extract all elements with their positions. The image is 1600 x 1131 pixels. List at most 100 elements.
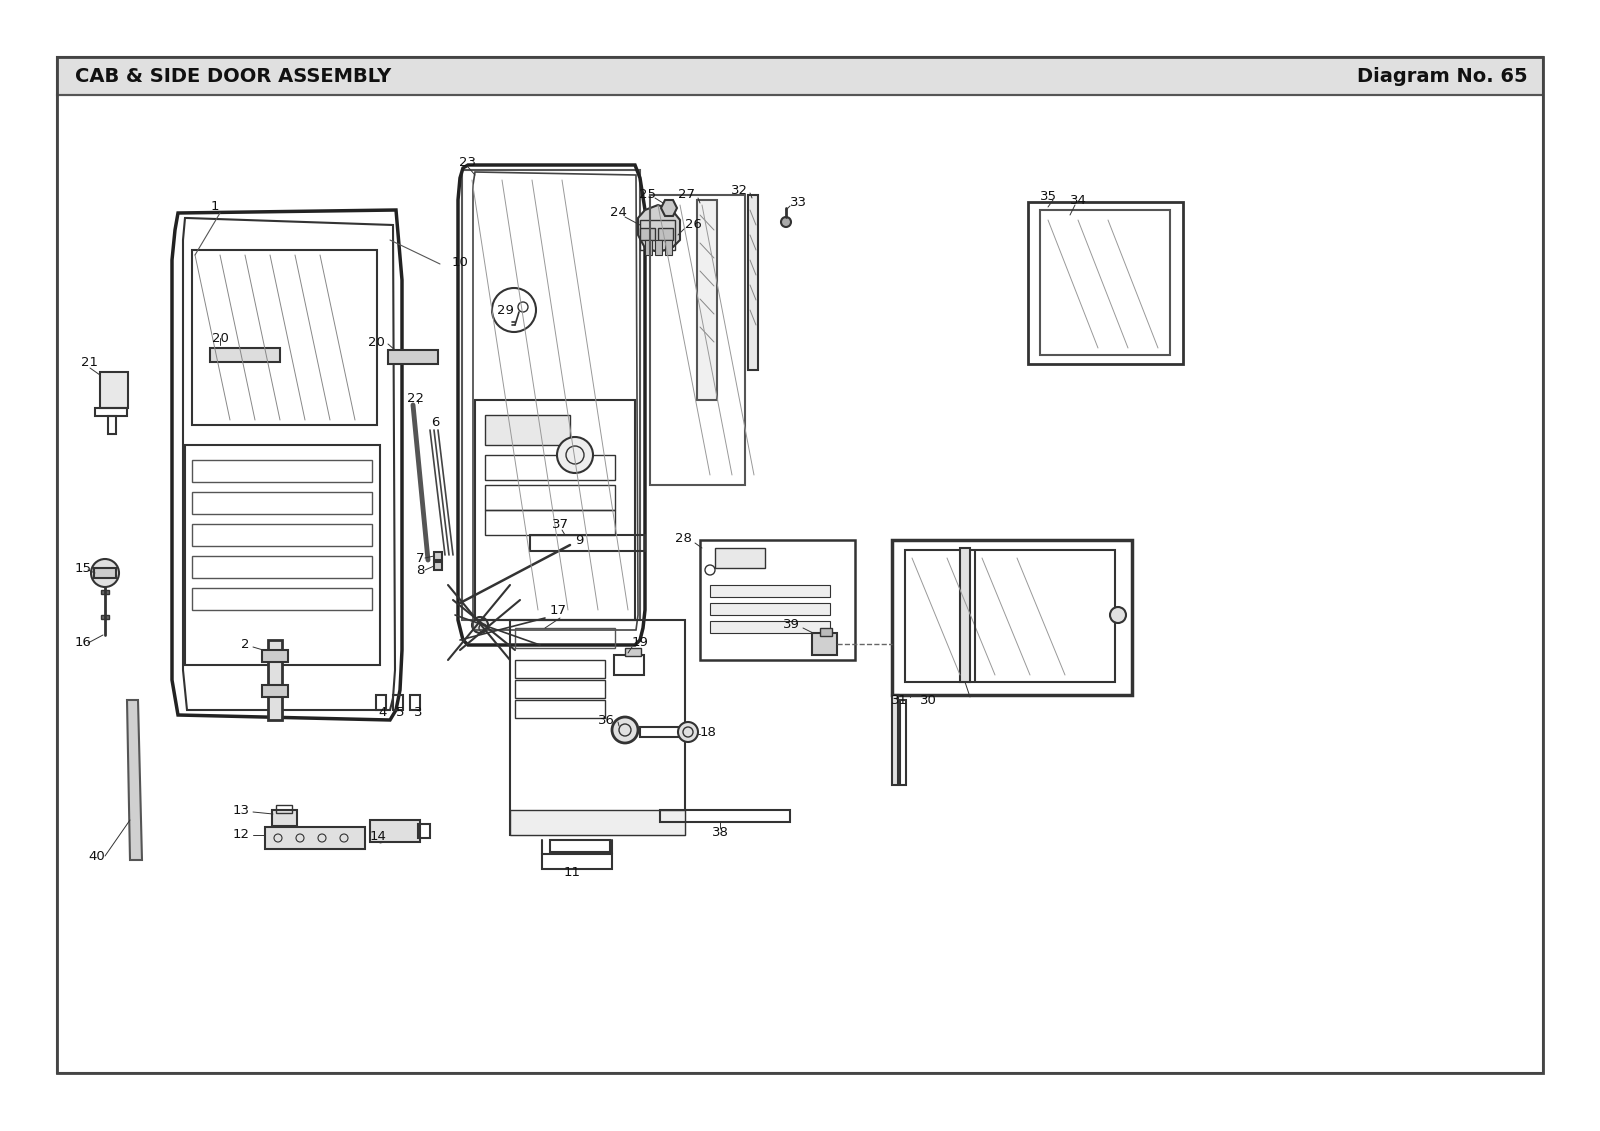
Bar [1027,202,1182,364]
Text: CAB & SIDE DOOR ASSEMBLY: CAB & SIDE DOOR ASSEMBLY [75,67,392,86]
Bar [530,535,645,551]
Text: 25: 25 [640,189,656,201]
Bar [192,588,371,610]
Bar [650,195,746,485]
Bar [899,700,906,785]
Text: 30: 30 [920,693,936,707]
Circle shape [1110,607,1126,623]
Circle shape [781,217,790,227]
Text: 10: 10 [453,256,469,268]
Text: 4: 4 [379,706,387,718]
Bar [434,562,442,570]
Bar [370,820,419,841]
Bar [960,549,970,682]
Text: 21: 21 [82,356,99,370]
Text: 13: 13 [234,803,250,817]
Circle shape [611,717,638,743]
Bar [640,727,694,737]
Text: 27: 27 [678,189,694,201]
Bar [701,539,854,661]
Text: 37: 37 [552,518,568,532]
Circle shape [91,559,118,587]
Text: 14: 14 [370,829,387,843]
Polygon shape [661,200,677,216]
Bar [640,221,675,250]
Bar [710,621,830,633]
Bar [654,240,662,254]
Bar [666,240,672,254]
Text: 24: 24 [610,207,627,219]
Text: 23: 23 [459,155,477,169]
Text: 26: 26 [685,218,702,232]
Bar [658,228,674,240]
Bar [485,510,614,535]
Bar [542,854,611,869]
Text: 39: 39 [782,619,800,631]
Text: 28: 28 [675,532,691,544]
Bar [418,824,430,838]
Bar [58,57,1542,95]
Text: 15: 15 [75,561,91,575]
Bar [94,568,115,578]
Circle shape [678,722,698,742]
Text: 7: 7 [416,552,424,564]
Bar [58,57,1542,95]
Bar [94,408,126,416]
Bar [101,590,109,594]
Bar [475,400,635,620]
Bar [906,550,1115,682]
Bar [893,539,1133,696]
Bar [192,524,371,546]
Text: 5: 5 [395,706,405,718]
Bar [192,250,378,425]
Text: 8: 8 [416,563,424,577]
Bar [186,444,381,665]
Bar [485,415,570,444]
Text: 22: 22 [406,391,424,405]
Bar [515,680,605,698]
Bar [394,696,403,710]
Bar [614,655,643,675]
Bar [192,556,371,578]
Text: 29: 29 [496,303,514,317]
Circle shape [493,288,536,333]
Text: 1: 1 [211,200,219,214]
Text: 20: 20 [368,336,386,348]
Text: 36: 36 [598,714,614,726]
Bar [661,810,790,822]
Bar [715,549,765,568]
Text: 33: 33 [790,196,806,208]
Bar [485,485,614,510]
Circle shape [557,437,594,473]
Bar [58,57,1542,1073]
Text: 12: 12 [234,829,250,841]
Polygon shape [126,700,142,860]
Bar [99,372,128,408]
Bar [813,633,837,655]
Bar [192,460,371,482]
Text: 19: 19 [632,637,650,649]
Text: Diagram No. 65: Diagram No. 65 [1357,67,1528,86]
Bar [266,827,365,849]
Bar [640,228,654,240]
Bar [277,805,291,813]
Text: 9: 9 [574,534,584,546]
Bar [101,615,109,619]
Bar [550,840,610,852]
Text: 32: 32 [731,183,749,197]
Bar [485,455,614,480]
Polygon shape [638,205,680,252]
Bar [210,348,280,362]
Text: 2: 2 [242,639,250,651]
Bar [515,628,614,648]
Bar [262,685,288,697]
Text: 38: 38 [712,826,728,838]
Text: 6: 6 [430,415,438,429]
Bar [192,492,371,513]
Bar [262,650,288,662]
Bar [515,661,605,677]
Bar [1040,210,1170,355]
Bar [272,810,298,826]
Text: 40: 40 [88,849,104,863]
Text: 11: 11 [563,865,581,879]
